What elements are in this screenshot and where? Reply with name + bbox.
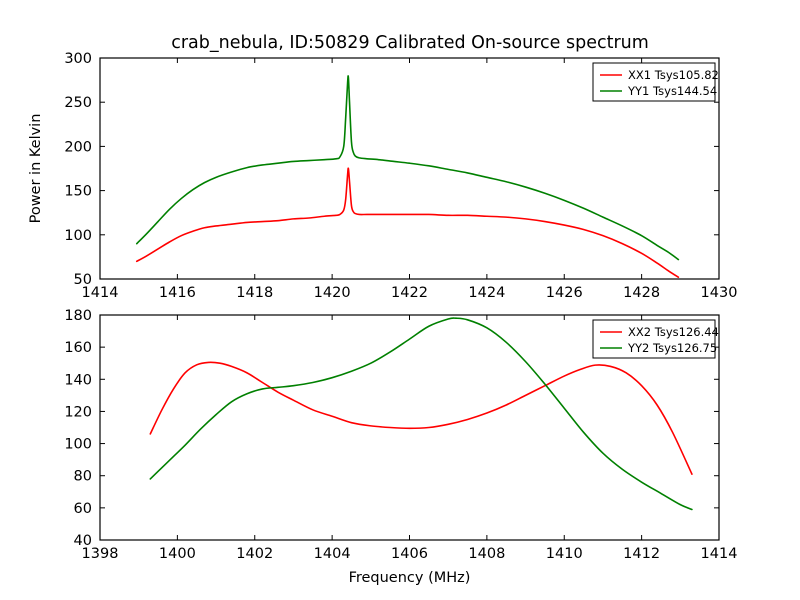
yticklabel-bottom-4: 120: [64, 404, 92, 420]
yticklabel-bottom-6: 160: [64, 340, 92, 356]
xticklabel-top-5: 1424: [468, 285, 505, 301]
yticklabel-top-3: 200: [64, 139, 92, 155]
xticklabel-bottom-5: 1408: [468, 546, 505, 562]
xlabel-bottom: Frequency (MHz): [349, 570, 471, 586]
xticklabel-bottom-7: 1412: [623, 546, 660, 562]
series-line-xx1: [135, 167, 680, 279]
xticklabel-top-8: 1430: [701, 285, 738, 301]
ylabel-top: Power in Kelvin: [28, 114, 44, 224]
series-line-xx2: [149, 361, 693, 475]
legend-label-xx1: XX1 Tsys105.82: [628, 68, 719, 82]
xticklabel-bottom-1: 1400: [159, 546, 196, 562]
yticklabel-bottom-3: 100: [64, 437, 92, 453]
xticklabel-top-7: 1428: [623, 285, 660, 301]
yticklabel-bottom-0: 40: [74, 533, 92, 549]
yticklabel-top-2: 150: [64, 184, 92, 200]
xticklabel-top-4: 1422: [391, 285, 428, 301]
yticklabel-bottom-5: 140: [64, 372, 92, 388]
legend-top: XX1 Tsys105.82 YY1 Tsys144.54: [592, 62, 719, 102]
legend-box-top: [592, 62, 716, 102]
legend-label-xx2: XX2 Tsys126.44: [628, 325, 719, 339]
xticklabel-top-3: 1420: [314, 285, 351, 301]
legend-box-bottom: [592, 319, 716, 359]
xticklabel-bottom-6: 1410: [546, 546, 583, 562]
xticklabel-top-6: 1426: [546, 285, 583, 301]
plot-panel-top: 1414 1416 1418 1420 1422 1424 1426 1428 1430 50 10…: [28, 51, 737, 301]
series-line-yy2: [149, 317, 693, 511]
xticklabel-bottom-4: 1406: [391, 546, 428, 562]
yticklabel-top-0: 50: [74, 272, 92, 288]
xticklabel-bottom-8: 1414: [701, 546, 738, 562]
legend-bottom: XX2 Tsys126.44 YY2 Tsys126.75: [592, 319, 719, 359]
series-line-yy1: [135, 75, 680, 261]
figure-title: crab_nebula, ID:50829 Calibrated On-sour…: [171, 33, 649, 53]
xticklabel-bottom-2: 1402: [236, 546, 273, 562]
legend-label-yy2: YY2 Tsys126.75: [627, 341, 717, 355]
xticklabel-bottom-3: 1404: [314, 546, 351, 562]
xticklabel-bottom-0: 1398: [82, 546, 119, 562]
yticklabel-bottom-2: 80: [74, 469, 92, 485]
yticklabel-bottom-7: 180: [64, 308, 92, 324]
yticklabel-bottom-1: 60: [74, 501, 92, 517]
xticklabel-top-1: 1416: [159, 285, 196, 301]
yticklabel-top-1: 100: [64, 228, 92, 244]
legend-label-yy1: YY1 Tsys144.54: [627, 84, 717, 98]
xticklabel-top-2: 1418: [236, 285, 273, 301]
yticklabel-top-5: 300: [64, 51, 92, 67]
xticklabel-top-0: 1414: [82, 285, 119, 301]
yticklabel-top-4: 250: [64, 95, 92, 111]
plot-panel-bottom: 1398 1400 1402 1404 1406 1408 1410 1412 1414 40 60…: [64, 308, 737, 586]
